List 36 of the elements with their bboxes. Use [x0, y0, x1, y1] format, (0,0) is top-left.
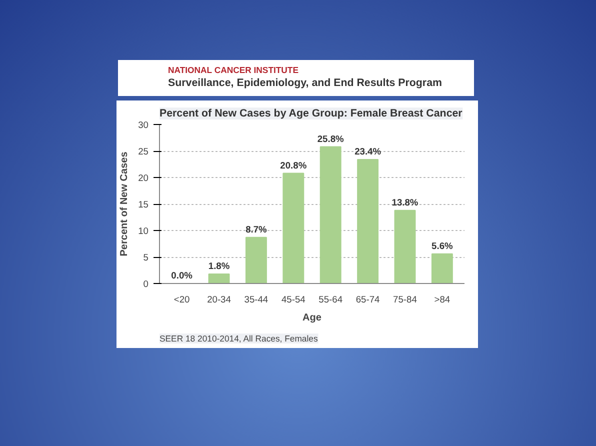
x-tick-label: 35-44: [244, 294, 268, 304]
y-tick-label: 10: [138, 226, 149, 236]
x-tick-label: >84: [434, 294, 450, 304]
x-tick-label: 20-34: [207, 294, 231, 304]
text: Surveillance, Epidemiology, and End Results Program: [168, 76, 442, 92]
y-tick-label: 30: [138, 120, 149, 130]
bar: [282, 172, 304, 284]
y-axis-title: Percent of New Cases: [119, 151, 130, 256]
text: NATIONAL CANCER INSTITUTE: [168, 64, 300, 76]
text: SEER 18 2010-2014, All Races, Females: [160, 334, 318, 344]
chart-title: Percent of New Cases by Age Group: Female Breast Cancer: [160, 108, 462, 120]
bar: [357, 158, 379, 284]
bar: [245, 236, 267, 284]
data-label: 25.8%: [317, 134, 345, 144]
data-label: 0.0%: [171, 270, 194, 280]
x-tick-label: 75-84: [393, 294, 417, 304]
bar: [394, 210, 416, 284]
data-label: 8.7%: [246, 224, 268, 234]
data-label: 5.6%: [432, 240, 454, 251]
data-label: 20.8%: [280, 160, 308, 170]
y-tick-label: 25: [138, 146, 149, 156]
data-label: 13.8%: [392, 197, 419, 208]
y-tick-label: 5: [143, 252, 149, 262]
x-tick-label: 55-64: [318, 294, 343, 304]
x-axis-title: Age: [302, 312, 322, 324]
x-tick-label: 65-74: [356, 294, 380, 304]
x-tick-label: 45-54: [281, 294, 306, 304]
data-label: 1.8%: [208, 260, 230, 271]
data-label: 23.4%: [354, 146, 382, 156]
bar: [208, 273, 230, 284]
bar: [320, 146, 342, 284]
x-tick-label: <20: [174, 294, 190, 304]
bar: [431, 253, 453, 284]
y-tick-label: 0: [143, 279, 149, 289]
y-tick-label: 15: [138, 200, 149, 210]
y-tick-label: 20: [138, 173, 149, 183]
